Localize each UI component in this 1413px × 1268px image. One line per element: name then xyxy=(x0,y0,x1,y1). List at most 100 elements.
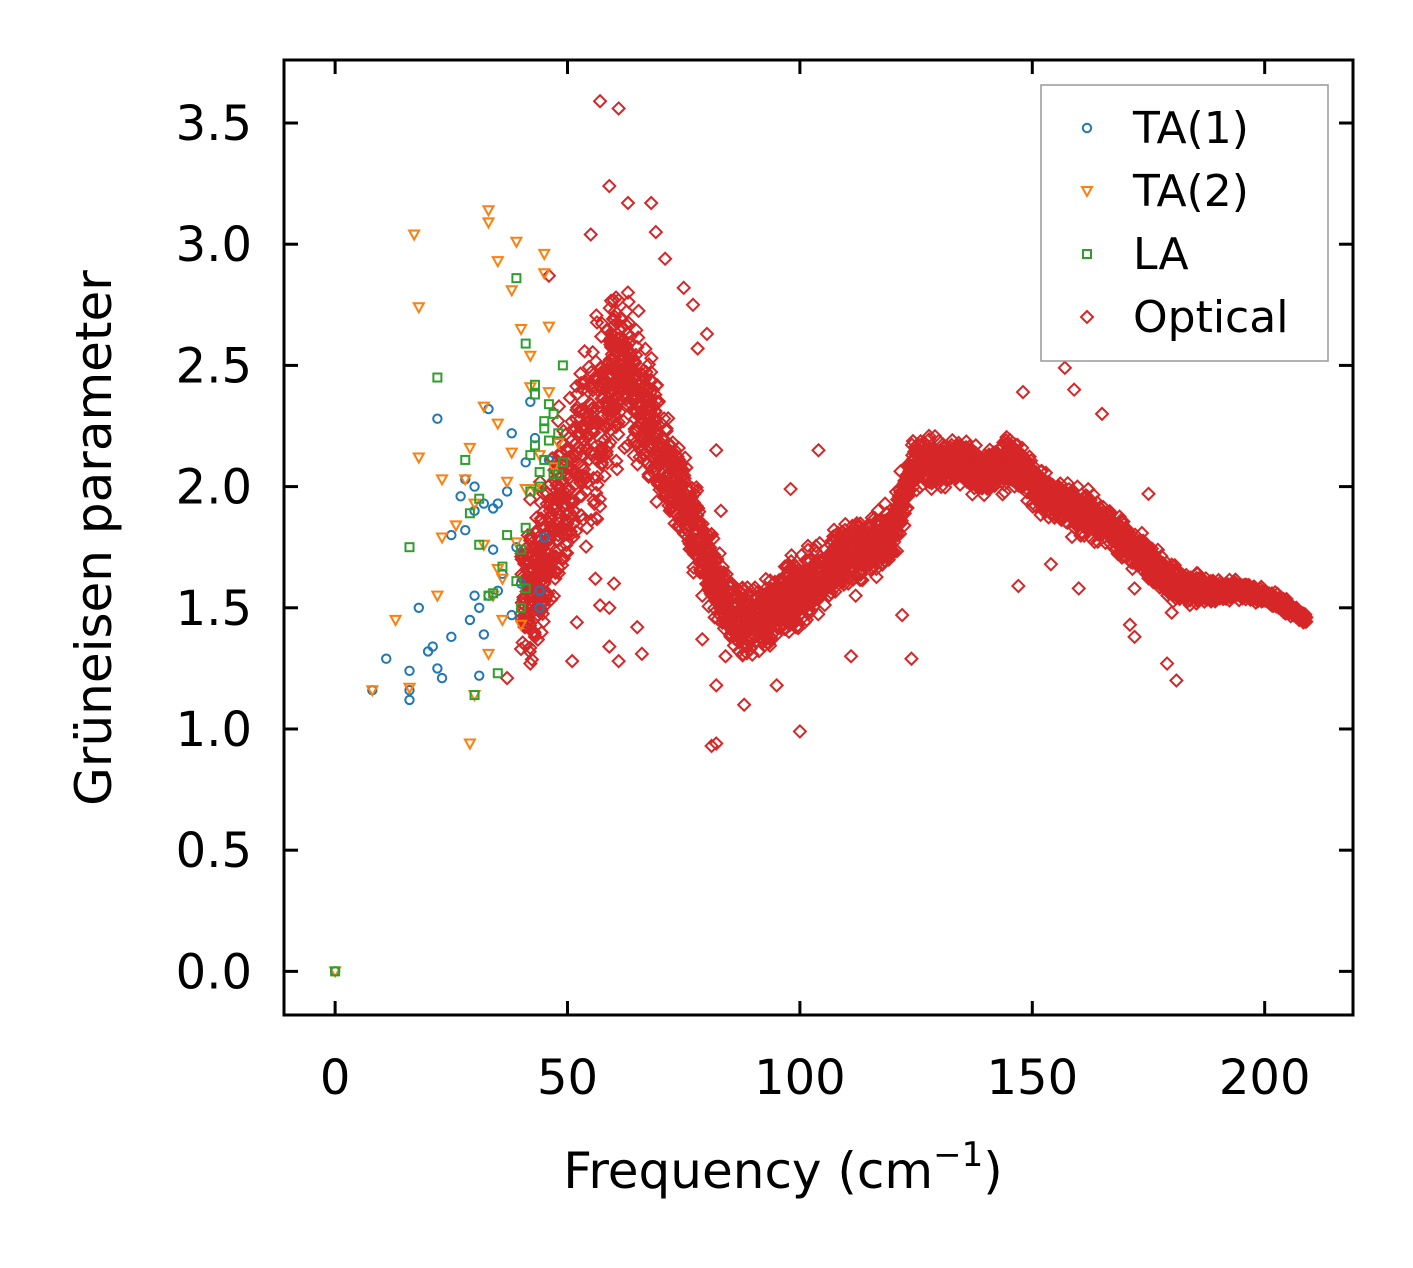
point-optical xyxy=(835,574,851,590)
point-optical xyxy=(663,491,679,507)
legend-label-ta2: TA(2) xyxy=(1132,166,1249,217)
point-ta1 xyxy=(474,670,485,681)
point-optical xyxy=(712,600,728,616)
point-optical xyxy=(800,538,816,554)
point-optical xyxy=(991,460,1006,476)
point-optical xyxy=(1062,498,1078,514)
point-optical xyxy=(1126,547,1142,563)
point-optical xyxy=(652,482,668,498)
y-axis-label: Grüneisen parameter xyxy=(65,270,123,806)
point-optical xyxy=(825,566,841,582)
point-optical xyxy=(651,474,667,489)
point-optical xyxy=(601,385,617,401)
point-optical xyxy=(542,495,558,511)
point-la xyxy=(488,588,499,599)
point-optical xyxy=(540,531,556,547)
point-optical xyxy=(588,308,604,323)
point-optical xyxy=(941,461,957,477)
point-optical xyxy=(527,626,543,642)
point-optical xyxy=(1033,507,1049,523)
point-la xyxy=(553,469,564,480)
point-ta1 xyxy=(446,529,457,541)
point-optical xyxy=(724,590,740,606)
legend-label-la: LA xyxy=(1133,229,1189,280)
point-optical xyxy=(628,382,644,398)
point-optical xyxy=(625,370,641,386)
point-optical xyxy=(913,466,929,482)
point-optical xyxy=(583,364,599,380)
point-optical xyxy=(843,648,859,664)
point-optical xyxy=(735,580,750,596)
point-optical xyxy=(564,462,579,478)
point-ta2 xyxy=(402,682,417,695)
point-optical xyxy=(747,593,763,608)
point-optical xyxy=(592,498,608,514)
point-ta1 xyxy=(469,481,480,492)
point-optical xyxy=(977,465,993,481)
point-optical xyxy=(583,227,599,242)
point-optical xyxy=(868,553,884,569)
point-optical xyxy=(961,439,977,455)
point-optical xyxy=(601,178,617,194)
point-optical xyxy=(1080,481,1096,497)
point-optical xyxy=(620,285,636,300)
point-optical xyxy=(920,445,935,461)
point-optical xyxy=(690,500,706,516)
point-ta2 xyxy=(481,648,496,661)
point-ta1 xyxy=(506,428,517,439)
point-ta2 xyxy=(365,685,380,698)
point-optical xyxy=(631,303,646,319)
point-optical xyxy=(672,513,688,529)
point-optical xyxy=(566,495,582,510)
point-optical xyxy=(1126,530,1142,546)
point-optical xyxy=(995,435,1011,450)
point-optical xyxy=(581,359,597,375)
point-la xyxy=(460,454,471,465)
point-optical xyxy=(1141,486,1156,502)
point-optical xyxy=(887,503,903,519)
point-optical xyxy=(1151,555,1167,571)
point-optical xyxy=(630,330,646,345)
point-optical xyxy=(877,538,892,554)
point-optical xyxy=(574,488,590,504)
point-optical xyxy=(783,481,799,497)
point-optical xyxy=(1230,579,1246,595)
point-optical xyxy=(676,468,692,483)
point-ta1 xyxy=(404,665,415,677)
point-optical xyxy=(656,411,672,427)
point-la xyxy=(557,457,568,468)
point-optical xyxy=(607,303,623,319)
point-optical xyxy=(643,373,659,389)
point-optical xyxy=(532,474,548,490)
point-ta2 xyxy=(388,614,403,627)
legend-marker-la xyxy=(1082,249,1092,259)
point-optical xyxy=(648,414,664,429)
point-optical xyxy=(757,629,773,644)
point-optical xyxy=(1262,595,1278,611)
point-la xyxy=(539,454,550,465)
point-optical xyxy=(641,356,657,372)
point-optical xyxy=(1140,565,1156,581)
point-optical xyxy=(1020,456,1036,472)
point-optical xyxy=(588,510,604,526)
point-optical xyxy=(1283,608,1299,624)
point-optical xyxy=(562,390,578,406)
point-optical xyxy=(704,738,720,754)
point-optical xyxy=(810,571,826,587)
point-optical xyxy=(754,592,770,608)
point-optical xyxy=(556,551,572,566)
point-optical xyxy=(609,361,625,377)
point-ta1 xyxy=(436,672,448,684)
point-optical xyxy=(675,497,691,513)
point-optical xyxy=(592,597,608,613)
point-optical xyxy=(665,454,681,470)
point-ta2 xyxy=(546,462,561,475)
point-optical xyxy=(655,455,671,470)
point-optical xyxy=(1283,600,1299,615)
point-optical xyxy=(660,467,676,483)
y-tick-label: 1.5 xyxy=(176,581,252,637)
point-optical xyxy=(499,670,515,686)
point-optical xyxy=(536,564,552,579)
point-optical xyxy=(563,495,579,510)
